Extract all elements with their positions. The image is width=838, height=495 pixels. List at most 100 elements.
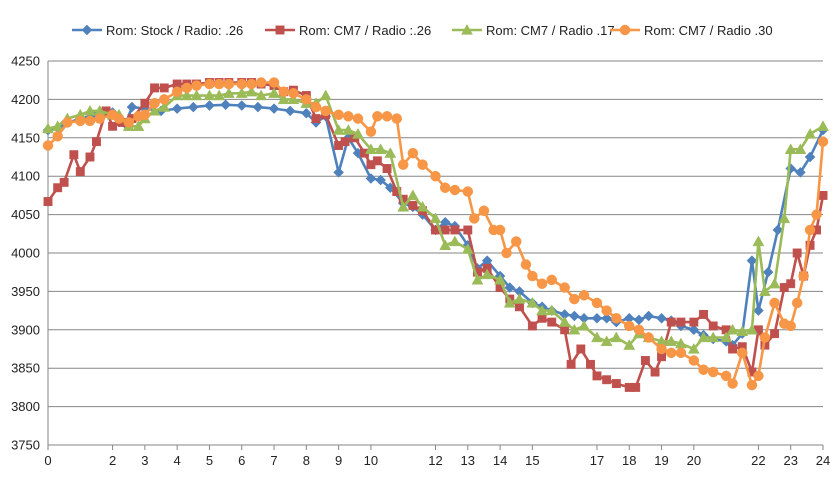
data-point [640,356,650,365]
legend-marker [275,25,285,35]
data-point [545,304,558,316]
data-point [372,156,382,166]
data-point [804,127,817,139]
data-point [310,101,322,113]
data-point [450,225,460,235]
x-tick-label: 5 [206,453,213,468]
data-point [255,77,267,88]
data-point [592,371,602,381]
data-point [171,86,183,97]
data-point [84,115,96,127]
data-point [611,313,622,324]
legend-label: Rom: CM7 / Radio :.26 [299,23,431,38]
data-point [515,302,524,312]
data-point [150,83,160,93]
x-tick-label: 20 [687,453,701,468]
data-point [42,140,54,151]
data-point [407,147,419,159]
data-point [42,122,54,134]
data-point [811,209,822,220]
data-point [51,120,64,131]
data-point [343,111,354,122]
legend: Rom: Stock / Radio: .26 Rom: CM7 / Radio … [72,23,773,38]
series-group [42,77,829,392]
data-point [332,124,345,135]
data-point [397,200,410,212]
data-point [537,313,547,323]
x-tick-label: 18 [622,453,636,468]
data-point [204,78,215,90]
data-point [558,316,571,327]
data-point [643,332,654,343]
data-point [591,331,603,343]
data-point [726,323,739,335]
data-point [300,107,312,119]
data-point [688,324,700,336]
data-point [591,297,603,309]
data-point [159,94,170,105]
data-point [406,189,419,201]
data-point [158,101,171,112]
data-point [520,259,532,270]
data-point [699,309,708,319]
data-point [707,331,720,343]
data-point [795,167,806,178]
data-point [494,224,506,236]
data-point [364,143,377,154]
x-tick-label: 24 [816,453,830,468]
x-tick-label: 4 [174,453,181,468]
data-point [676,317,686,327]
data-point [213,78,225,90]
data-point [785,163,797,174]
data-point [429,212,442,224]
data-point [687,342,700,354]
data-point [547,317,557,327]
data-point [408,200,418,210]
x-tick-label: 7 [270,453,277,468]
series-2 [43,78,828,392]
data-point [430,170,441,182]
legend-label: Rom: CM7 / Radio .17 [486,23,615,38]
data-point [108,121,118,131]
data-point [546,274,557,286]
x-tick-label: 0 [44,453,51,468]
data-point [439,239,452,250]
y-tick-label: 4250 [11,54,40,69]
y-tick-label: 3950 [11,284,40,299]
data-point [656,343,667,355]
data-point [268,77,280,88]
data-point [720,331,733,343]
data-point [785,320,796,332]
data-point [778,212,791,224]
data-point [113,113,125,124]
data-point [236,100,248,111]
y-tick-label: 4150 [11,130,40,145]
data-point [643,310,654,322]
data-point [602,375,612,385]
data-point [53,183,63,193]
x-tick-label: 2 [109,453,116,468]
legend-marker [619,24,631,36]
data-point [610,331,623,343]
data-point [333,167,344,178]
data-point [449,184,461,196]
data-point [752,235,765,247]
data-point [503,296,516,308]
data-point [461,243,474,254]
data-point [786,279,796,289]
data-point [69,150,79,160]
data-point [784,143,797,154]
data-point [471,273,484,285]
data-point [462,186,474,197]
data-point [728,344,738,354]
x-tick-label: 22 [751,453,765,468]
data-point [513,293,526,304]
data-point [392,187,402,197]
legend-label: Rom: CM7 / Radio .30 [644,23,773,38]
data-point [804,151,816,163]
data-point [288,88,299,99]
data-point [536,304,548,316]
data-point [578,289,590,301]
